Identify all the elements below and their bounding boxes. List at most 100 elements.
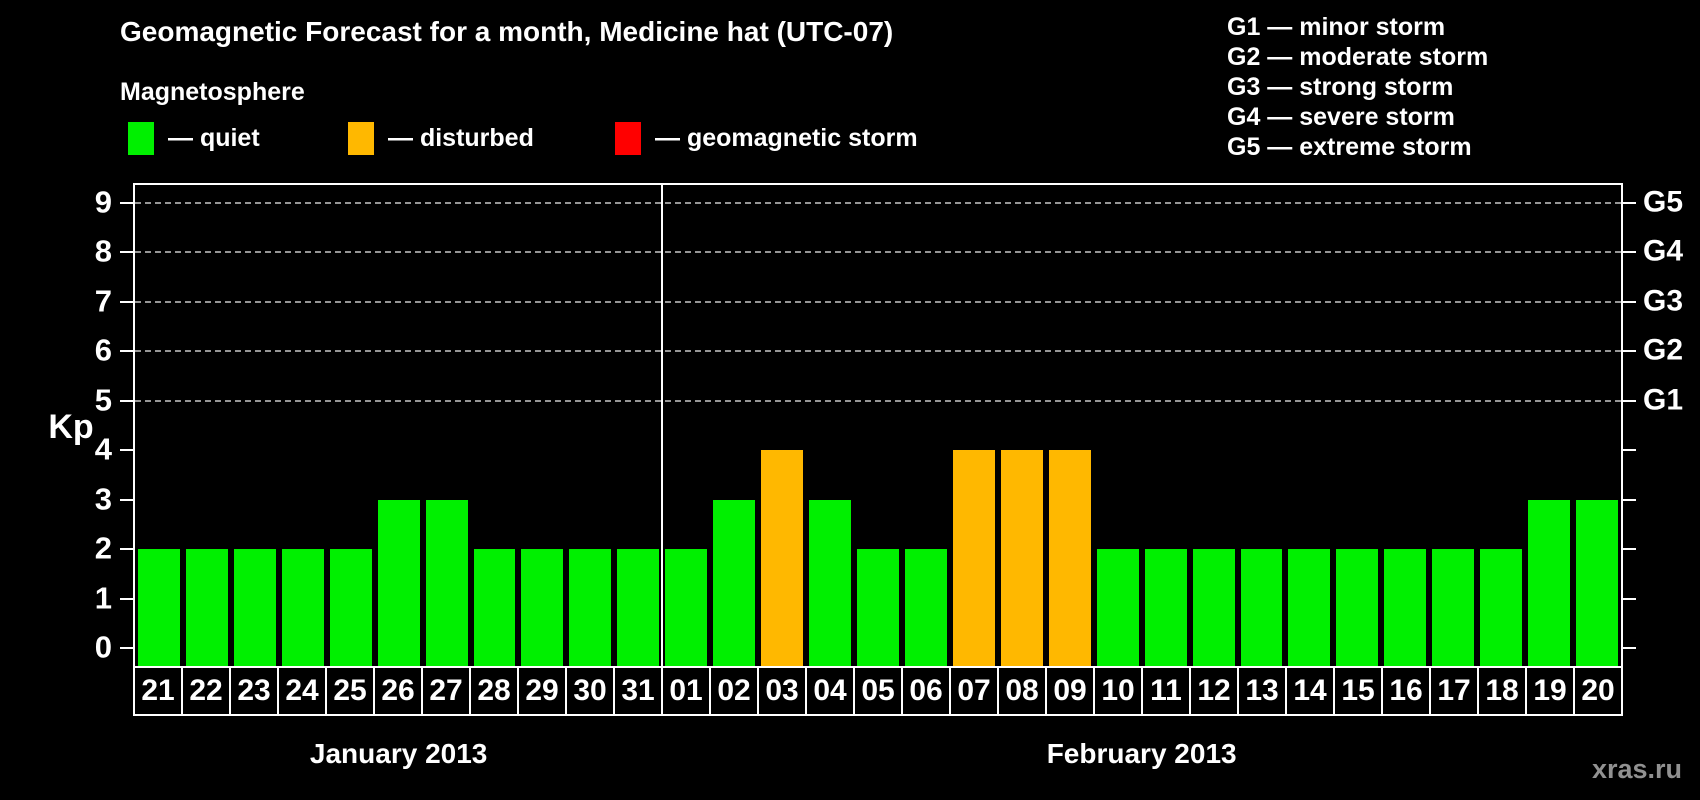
day-label-27: 27 bbox=[421, 666, 471, 716]
bar-day-24 bbox=[281, 549, 324, 666]
y-tick-right-0 bbox=[1623, 647, 1636, 649]
y-tick-label-8: 8 bbox=[94, 233, 112, 269]
bar-day-20 bbox=[1576, 499, 1618, 666]
day-label-01: 01 bbox=[661, 666, 711, 716]
bar-day-09 bbox=[1048, 450, 1091, 666]
y-tick-right-1 bbox=[1623, 597, 1636, 600]
month-separator-line bbox=[661, 185, 664, 666]
y-tick-right-6 bbox=[1623, 350, 1636, 353]
day-label-25: 25 bbox=[325, 666, 375, 716]
day-label-12: 12 bbox=[1189, 666, 1239, 716]
day-label-07: 07 bbox=[949, 666, 999, 716]
bar-day-02 bbox=[713, 499, 756, 666]
bar-day-19 bbox=[1528, 499, 1571, 666]
y-tick-label-7: 7 bbox=[94, 283, 112, 319]
chart-title: Geomagnetic Forecast for a month, Medici… bbox=[120, 16, 894, 47]
bar-day-25 bbox=[329, 549, 372, 666]
g-scale-legend-g1: G1 — minor storm bbox=[1227, 13, 1446, 41]
day-label-10: 10 bbox=[1093, 666, 1143, 716]
y-tick-left-2 bbox=[120, 548, 133, 551]
bar-day-06 bbox=[904, 549, 947, 666]
y-tick-left-5 bbox=[120, 399, 133, 402]
g-scale-legend-g3: G3 — strong storm bbox=[1227, 73, 1454, 101]
y-tick-label-4: 4 bbox=[94, 431, 112, 467]
plot-area bbox=[133, 183, 1623, 668]
day-label-29: 29 bbox=[517, 666, 567, 716]
bar-day-28 bbox=[473, 549, 516, 666]
day-label-18: 18 bbox=[1477, 666, 1527, 716]
day-label-20: 20 bbox=[1573, 666, 1623, 716]
g-scale-label-g4: G4 bbox=[1643, 234, 1684, 268]
day-label-11: 11 bbox=[1141, 666, 1191, 716]
y-tick-left-0 bbox=[120, 647, 133, 649]
day-label-15: 15 bbox=[1333, 666, 1383, 716]
y-tick-left-4 bbox=[120, 449, 133, 452]
bar-day-27 bbox=[425, 499, 468, 666]
gridline-kp9 bbox=[135, 202, 1621, 205]
disturbed-color-swatch bbox=[348, 121, 374, 155]
day-label-14: 14 bbox=[1285, 666, 1335, 716]
day-label-02: 02 bbox=[709, 666, 759, 716]
y-tick-right-5 bbox=[1623, 399, 1636, 402]
bar-day-18 bbox=[1480, 549, 1523, 666]
y-tick-right-2 bbox=[1623, 548, 1636, 551]
bar-day-05 bbox=[857, 549, 899, 666]
g-scale-legend-g2: G2 — moderate storm bbox=[1227, 43, 1489, 71]
bar-day-01 bbox=[665, 549, 708, 666]
y-tick-label-2: 2 bbox=[94, 530, 112, 566]
day-axis-row: 21 22 23 24 25 26 27 28 29 30 31 01 02 03 04 05 06 07 08 09… bbox=[133, 666, 1623, 716]
bar-day-22 bbox=[185, 549, 228, 666]
day-label-09: 09 bbox=[1045, 666, 1095, 716]
day-label-04: 04 bbox=[805, 666, 855, 716]
day-label-08: 08 bbox=[997, 666, 1047, 716]
g-scale-legend-g5: G5 — extreme storm bbox=[1227, 133, 1472, 161]
legend-item-disturbed: — disturbed bbox=[348, 120, 534, 156]
bar-day-29 bbox=[521, 549, 564, 666]
day-label-21: 21 bbox=[133, 666, 183, 716]
bar-day-31 bbox=[617, 549, 660, 666]
y-tick-label-0: 0 bbox=[94, 629, 112, 665]
y-tick-right-8 bbox=[1623, 251, 1636, 254]
bar-day-03 bbox=[761, 450, 804, 666]
bar-day-12 bbox=[1192, 549, 1235, 666]
legend-item-storm: — geomagnetic storm bbox=[615, 120, 918, 156]
day-label-06: 06 bbox=[901, 666, 951, 716]
bar-day-04 bbox=[809, 499, 852, 666]
gridline-kp6 bbox=[135, 350, 1621, 353]
day-label-30: 30 bbox=[565, 666, 615, 716]
day-label-24: 24 bbox=[277, 666, 327, 716]
gridline-kp8 bbox=[135, 251, 1621, 254]
day-label-17: 17 bbox=[1429, 666, 1479, 716]
y-tick-right-4 bbox=[1623, 449, 1636, 452]
day-label-03: 03 bbox=[757, 666, 807, 716]
g-scale-legend: G1 — minor storm G2 — moderate storm G3 … bbox=[1227, 12, 1488, 162]
g-scale-label-g5: G5 bbox=[1643, 185, 1684, 219]
day-label-16: 16 bbox=[1381, 666, 1431, 716]
y-tick-label-5: 5 bbox=[94, 382, 112, 418]
g-scale-legend-g4: G4 — severe storm bbox=[1227, 103, 1455, 131]
day-label-26: 26 bbox=[373, 666, 423, 716]
month-label-february: February 2013 bbox=[1046, 738, 1237, 769]
bar-day-08 bbox=[1000, 450, 1043, 666]
g-scale-label-g1: G1 bbox=[1643, 383, 1684, 417]
day-label-23: 23 bbox=[229, 666, 279, 716]
gridline-kp5 bbox=[135, 399, 1621, 402]
y-tick-left-3 bbox=[120, 498, 133, 501]
day-label-22: 22 bbox=[181, 666, 231, 716]
y-tick-left-9 bbox=[120, 202, 133, 205]
y-tick-right-3 bbox=[1623, 498, 1636, 501]
day-label-31: 31 bbox=[613, 666, 663, 716]
legend-label-quiet: — quiet bbox=[168, 123, 260, 152]
bar-day-23 bbox=[233, 549, 276, 666]
bar-day-14 bbox=[1288, 549, 1331, 666]
bar-day-21 bbox=[137, 549, 180, 666]
storm-color-swatch bbox=[615, 121, 641, 155]
y-tick-right-7 bbox=[1623, 300, 1636, 303]
bar-day-17 bbox=[1432, 549, 1475, 666]
y-tick-label-1: 1 bbox=[94, 579, 112, 615]
bar-day-30 bbox=[569, 549, 612, 666]
y-tick-label-6: 6 bbox=[94, 332, 112, 368]
watermark: xras.ru bbox=[1591, 754, 1682, 784]
y-tick-left-1 bbox=[120, 597, 133, 600]
month-label-january: January 2013 bbox=[309, 738, 488, 769]
